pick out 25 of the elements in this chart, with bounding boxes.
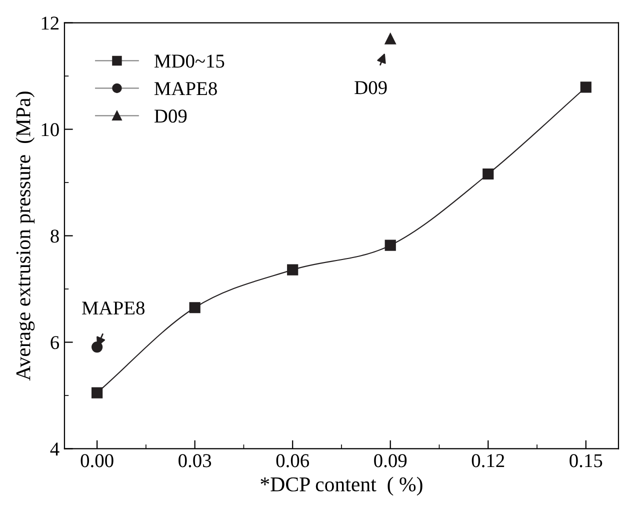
y-tick-label: 10 (42, 123, 59, 136)
y-axis-title: Average extrusion pressure (MPa) (16, 92, 35, 381)
y-tick-label: 6 (50, 336, 60, 350)
x-tick-label: 0.09 (374, 454, 407, 468)
legend-label: MD0~15 (154, 54, 224, 68)
x-tick-label: 0.15 (570, 454, 602, 468)
y-tick-label: 8 (50, 230, 59, 243)
point (384, 33, 396, 44)
point (580, 82, 592, 93)
y-tick-label: 12 (42, 16, 59, 30)
annotation: MAPE8 (82, 301, 144, 315)
x-tick-label: 0.00 (80, 454, 114, 468)
point (92, 387, 103, 398)
point (287, 264, 298, 276)
point (189, 302, 200, 314)
legend-label: MAPE8 (154, 82, 217, 96)
annotation: D09 (354, 81, 387, 94)
x-axis-title: *DCP content ( %) (260, 476, 422, 496)
legend-label: D09 (154, 110, 187, 123)
point (384, 240, 396, 251)
point (482, 168, 494, 180)
y-tick-label: 4 (50, 442, 60, 456)
x-tick-label: 0.03 (178, 454, 212, 468)
x-tick-label: 0.12 (472, 454, 504, 468)
x-tick-label: 0.06 (276, 454, 310, 468)
